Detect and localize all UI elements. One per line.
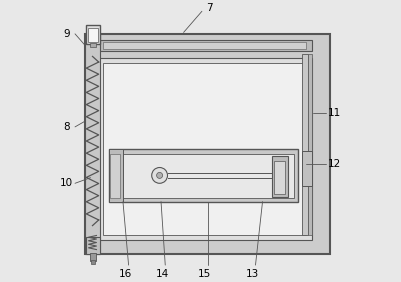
Text: 14: 14 bbox=[156, 268, 169, 279]
Bar bbox=[85, 34, 330, 254]
Circle shape bbox=[157, 172, 163, 179]
Bar bbox=[86, 25, 100, 44]
Bar bbox=[88, 28, 98, 42]
Text: 16: 16 bbox=[119, 268, 132, 279]
Bar bbox=[99, 40, 312, 51]
Bar bbox=[308, 54, 312, 235]
Bar bbox=[91, 260, 95, 264]
Bar bbox=[85, 34, 100, 254]
Bar bbox=[103, 42, 306, 49]
Text: 15: 15 bbox=[198, 268, 211, 279]
Text: 12: 12 bbox=[328, 158, 341, 169]
Bar bbox=[302, 151, 312, 186]
Text: 8: 8 bbox=[63, 122, 70, 132]
Text: 9: 9 bbox=[63, 29, 70, 39]
Circle shape bbox=[152, 168, 168, 183]
Bar bbox=[90, 253, 96, 261]
Text: 10: 10 bbox=[60, 178, 73, 188]
Bar bbox=[274, 161, 285, 194]
Bar bbox=[302, 54, 308, 235]
Bar bbox=[111, 154, 294, 198]
Bar bbox=[86, 237, 100, 254]
Text: 7: 7 bbox=[206, 3, 212, 14]
Bar bbox=[90, 43, 96, 47]
Bar bbox=[103, 63, 306, 235]
Text: 11: 11 bbox=[328, 108, 341, 118]
Text: 13: 13 bbox=[246, 268, 259, 279]
Bar bbox=[110, 154, 120, 198]
Bar bbox=[99, 58, 312, 240]
Bar bbox=[272, 156, 288, 197]
Bar bbox=[109, 149, 123, 202]
Bar bbox=[109, 149, 298, 202]
